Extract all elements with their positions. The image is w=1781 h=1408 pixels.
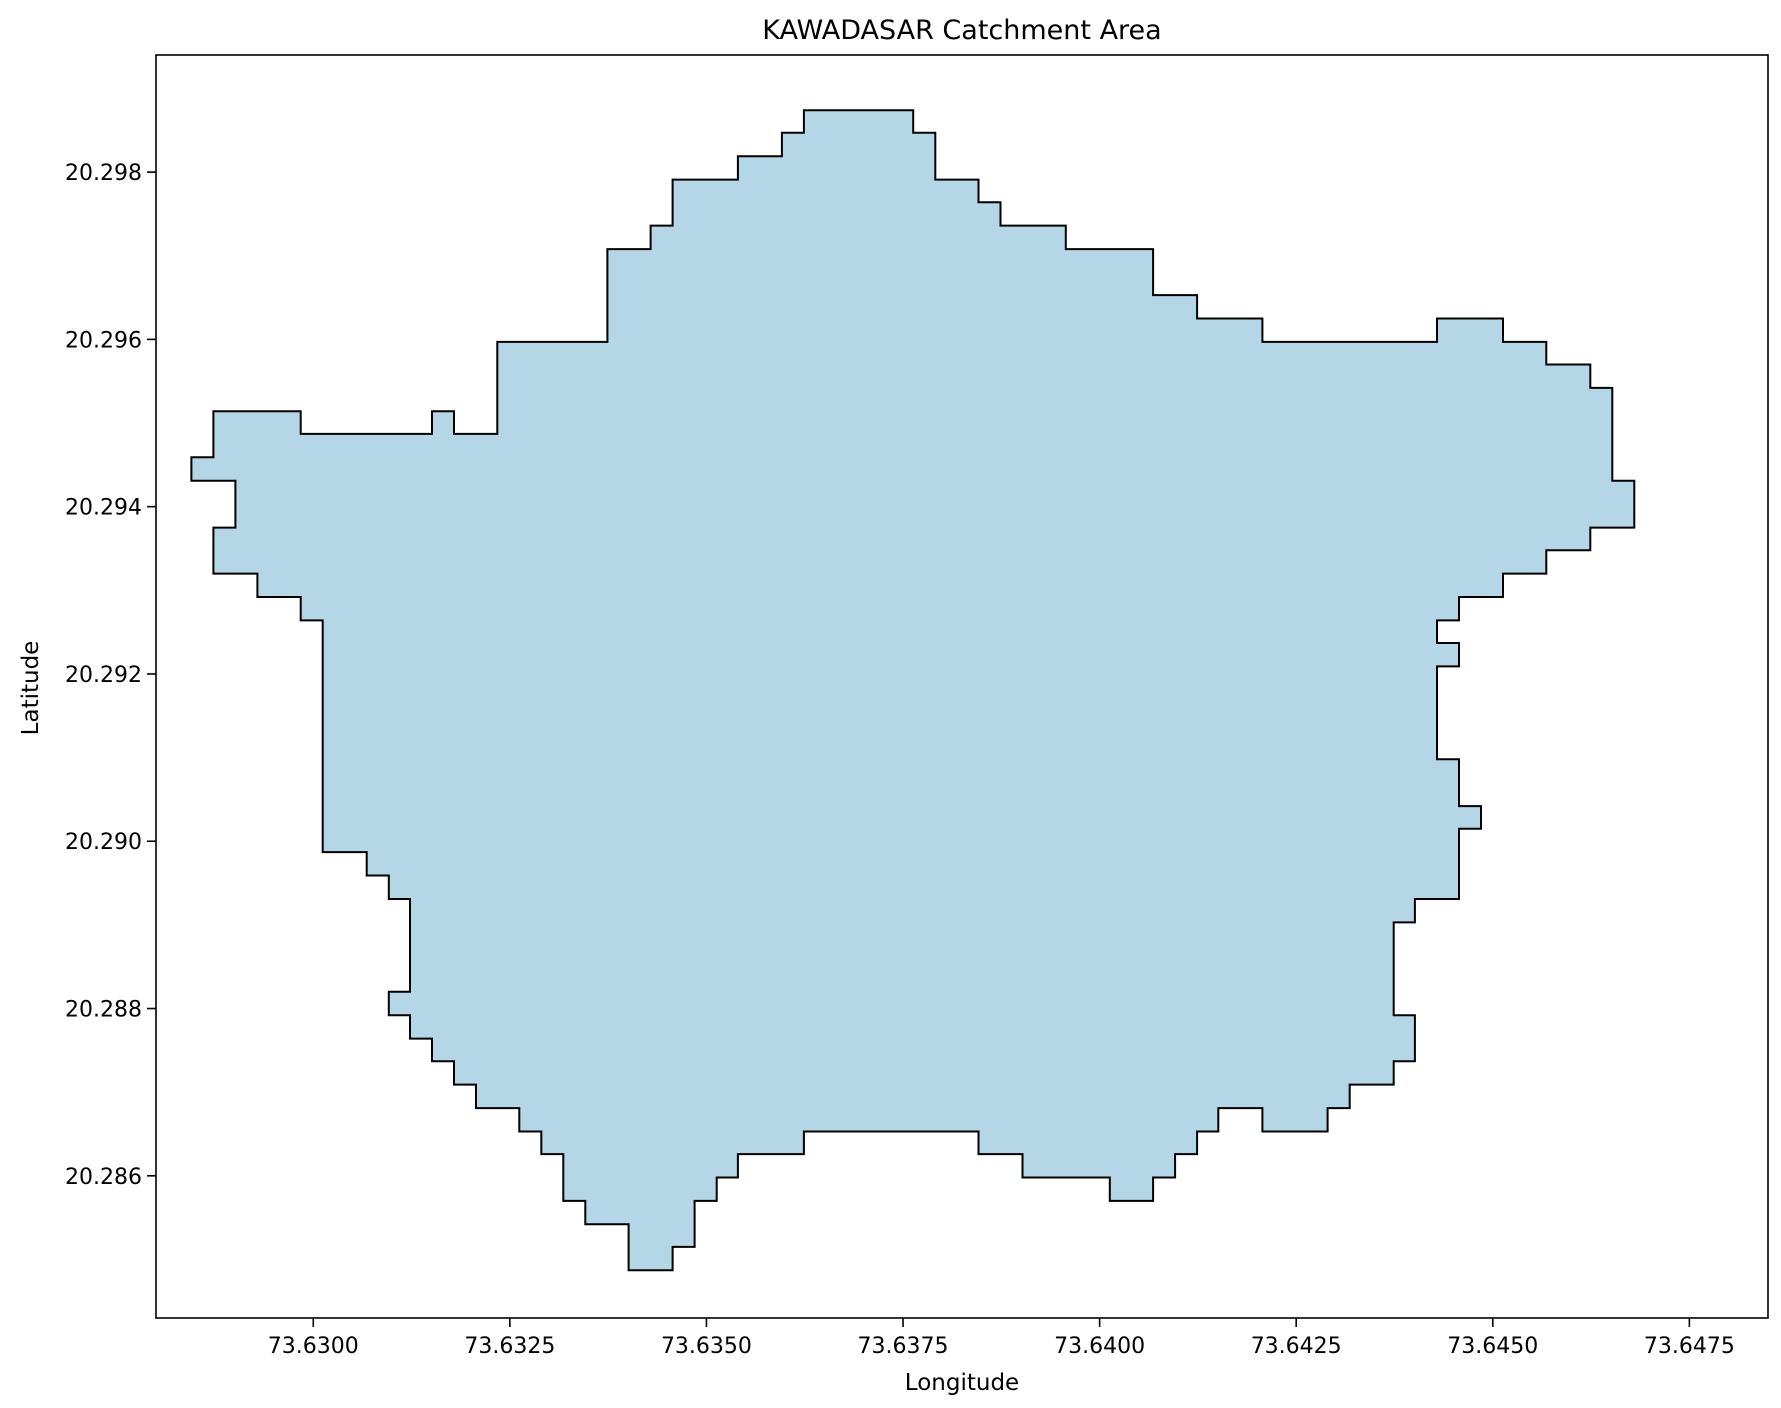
y-axis-label: Latitude bbox=[18, 641, 44, 736]
x-tick-label: 73.6475 bbox=[1644, 1334, 1735, 1359]
plot-frame bbox=[155, 54, 1769, 1319]
chart-title: KAWADASAR Catchment Area bbox=[762, 15, 1161, 46]
y-tick-label: 20.286 bbox=[65, 1165, 142, 1190]
y-tick-label: 20.296 bbox=[65, 328, 142, 353]
y-axis-ticks: 20.286 20.288 20.290 20.292 20.294 20.296 20.2… bbox=[65, 161, 156, 1190]
x-tick-label: 73.6375 bbox=[858, 1334, 949, 1359]
y-tick-label: 20.290 bbox=[65, 830, 142, 855]
y-tick-label: 20.292 bbox=[65, 663, 142, 688]
x-axis-ticks: 73.6300 73.6325 73.6350 73.6375 73.6400 73.64… bbox=[268, 1318, 1735, 1359]
x-tick-label: 73.6350 bbox=[661, 1334, 752, 1359]
x-axis-label: Longitude bbox=[905, 1370, 1019, 1396]
x-tick-label: 73.6425 bbox=[1251, 1334, 1342, 1359]
x-tick-label: 73.6400 bbox=[1054, 1334, 1145, 1359]
y-tick-label: 20.298 bbox=[65, 161, 142, 186]
x-tick-label: 73.6300 bbox=[268, 1334, 359, 1359]
catchment-area-polygon bbox=[190, 109, 1636, 1272]
x-tick-label: 73.6450 bbox=[1447, 1334, 1538, 1359]
y-tick-label: 20.294 bbox=[65, 496, 142, 521]
x-tick-label: 73.6325 bbox=[464, 1334, 555, 1359]
y-tick-label: 20.288 bbox=[65, 998, 142, 1023]
